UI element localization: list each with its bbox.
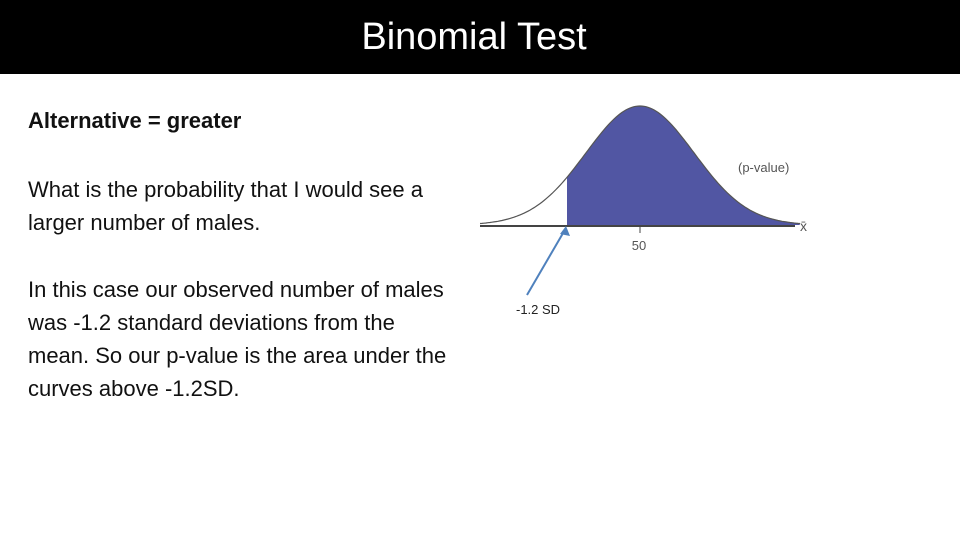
arrow: [526, 227, 567, 296]
region-label: (p-value): [738, 160, 789, 175]
title-bar: [0, 0, 960, 74]
paragraph: In this case our observed number of male…: [28, 277, 447, 401]
heading: Alternative = greater: [28, 108, 242, 133]
annotation: -1.2 SD: [516, 302, 560, 317]
tick-label: 50: [632, 238, 646, 253]
shaded-area: [567, 106, 800, 225]
axis-label: x̄: [800, 218, 807, 234]
slide-title: Binomial Test: [361, 16, 587, 58]
arrow-head: [560, 226, 570, 236]
paragraph: What is the probability that I would see…: [28, 177, 423, 235]
normal-curve: [479, 105, 801, 225]
